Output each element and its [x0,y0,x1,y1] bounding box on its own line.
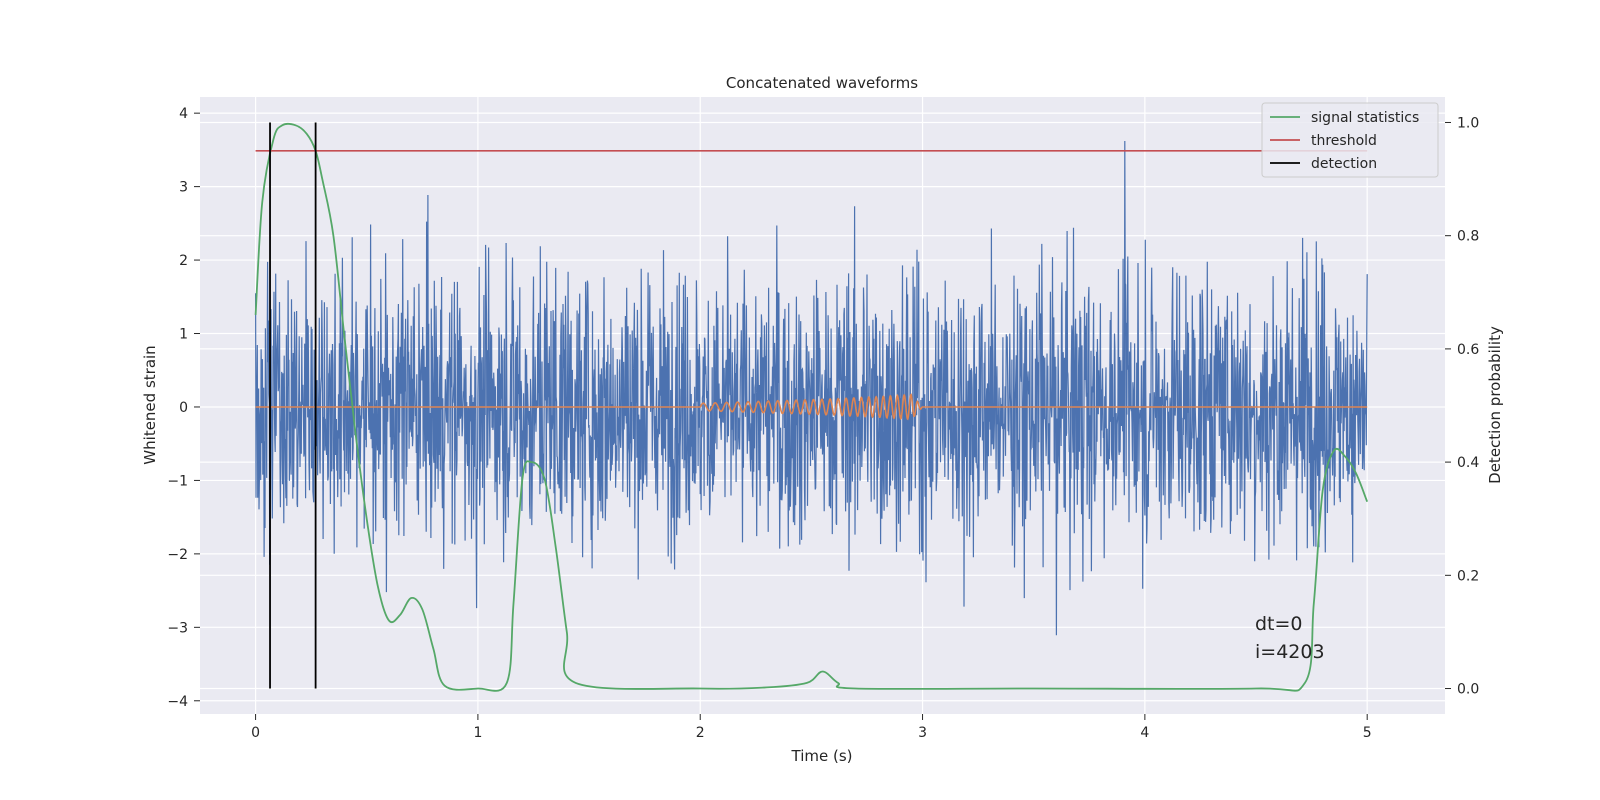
y-tick-label: −1 [167,473,188,489]
legend-label-threshold: threshold [1311,133,1377,149]
y-tick-label: −4 [167,694,188,710]
y-tick-label: 2 [179,253,188,269]
y-right-tick-label: 0.4 [1457,455,1479,471]
legend-label-signal-statistics: signal statistics [1311,110,1419,126]
annotation: dt=0 i=4203 [1255,613,1325,663]
series-whitened-strain-noise [255,140,1368,636]
y-tick-label: −3 [167,620,188,636]
y-tick-label: 1 [179,327,188,343]
x-tick-label: 1 [473,725,482,741]
axis-ticks: 0 1 2 3 4 5 −4 −3 −2 −1 0 1 2 3 4 0.0 0.2 0.4 0.6 0.8 1.0 [167,106,1479,741]
legend-box [1261,102,1439,178]
x-tick-label: 2 [696,725,705,741]
y-axis-label-right: Detection probability [1486,326,1504,484]
y-tick-label: 0 [179,400,188,416]
y-right-tick-label: 0.0 [1457,682,1479,698]
series-injected-chirp [255,393,1368,421]
series-detection [269,122,317,689]
annotation-dt: dt=0 [1255,613,1303,635]
x-tick-label: 3 [918,725,927,741]
y-tick-label: −2 [167,547,188,563]
x-tick-label: 4 [1140,725,1149,741]
y-right-tick-label: 1.0 [1457,115,1479,131]
series-signal-statistics [254,122,1369,692]
x-axis-label: Time (s) [791,747,853,765]
y-right-tick-label: 0.2 [1457,568,1479,584]
plot-area [254,122,1369,692]
y-tick-label: 4 [179,106,188,122]
x-tick-label: 0 [251,725,260,741]
legend: signal statistics threshold detection [1261,102,1439,178]
chart-title: Concatenated waveforms [726,74,918,92]
legend-label-detection: detection [1311,156,1377,172]
x-tick-label: 5 [1363,725,1372,741]
y-axis-label: Whitened strain [141,345,159,464]
y-right-tick-label: 0.8 [1457,229,1479,245]
y-right-tick-label: 0.6 [1457,342,1479,358]
annotation-index: i=4203 [1255,641,1325,663]
y-tick-label: 3 [179,180,188,196]
